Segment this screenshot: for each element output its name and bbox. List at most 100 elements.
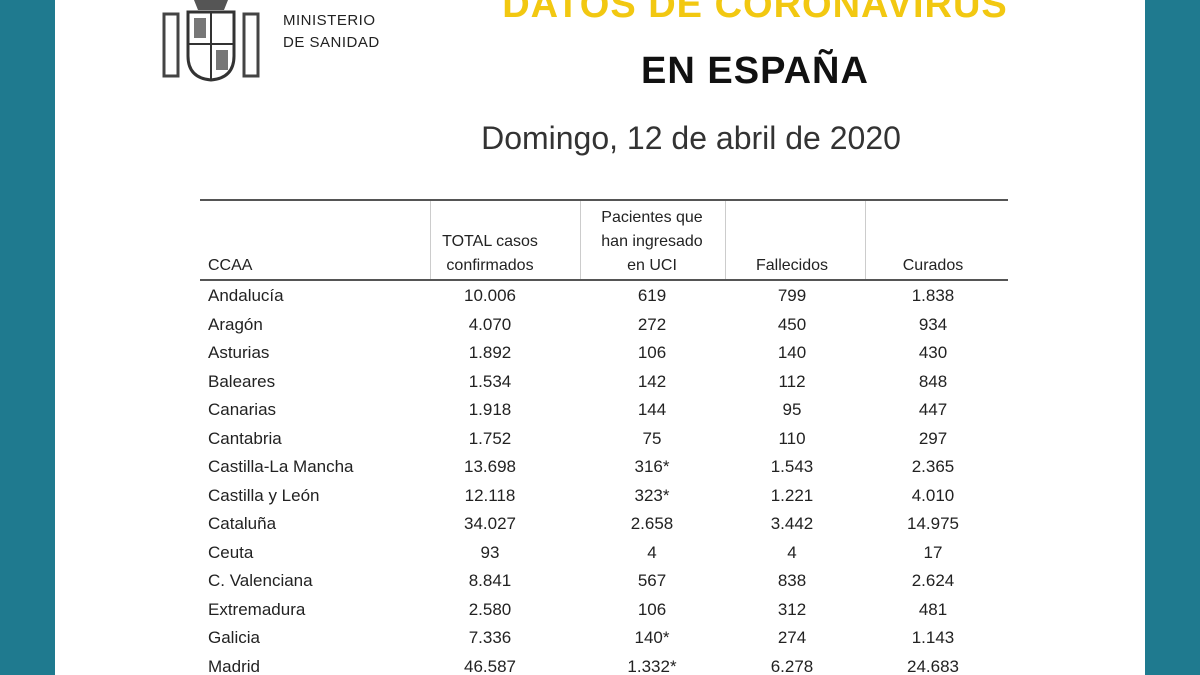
region-name: Andalucía — [208, 286, 284, 305]
table-top-rule — [200, 199, 1008, 201]
table-cell: 1.332* — [627, 656, 677, 675]
header-line: confirmados — [446, 257, 534, 274]
table-cell: 272 — [637, 314, 667, 334]
table-cell: 274 — [777, 628, 807, 647]
table-cell: 2.365 — [911, 457, 955, 476]
region-name: C. Valenciana — [208, 571, 313, 590]
table-cell: 1.543 — [770, 457, 814, 476]
region-name: Madrid — [208, 656, 260, 675]
table-cell: 112 — [778, 371, 806, 391]
table-cell: 34.027 — [464, 514, 516, 533]
header-cell: CCAA — [208, 254, 252, 278]
region-name: Canarias — [208, 400, 277, 419]
table-cell: 17 — [923, 542, 943, 562]
ministry-line: MINISTERIO — [283, 12, 376, 29]
crown — [194, 0, 228, 10]
sheet — [55, 0, 1145, 675]
table-cell: 1.918 — [468, 400, 512, 419]
table-cell: 142 — [637, 371, 667, 391]
region-name: Asturias — [208, 343, 270, 362]
table-cell: 848 — [918, 371, 948, 391]
table-cell: 3.442 — [770, 514, 814, 533]
table-cell: 838 — [777, 571, 807, 590]
table-cell: 619 — [637, 286, 667, 305]
header-cell: TOTAL casos confirmados — [400, 230, 580, 278]
table-cell: 140* — [634, 628, 670, 647]
table-cell: 4.010 — [911, 485, 955, 505]
header-line: Curados — [902, 257, 964, 274]
table-cell: 6.278 — [770, 656, 814, 675]
table-cell: 450 — [777, 314, 807, 334]
table-cell: 1.534 — [468, 371, 512, 391]
table-cell: 2.580 — [468, 599, 512, 619]
table-cell: 24.683 — [907, 656, 959, 675]
table-cell: 75 — [642, 428, 662, 448]
ministry-line: DE SANIDAD — [283, 34, 380, 51]
table-cell: 799 — [777, 286, 807, 305]
table-cell: 430 — [918, 343, 948, 362]
region-name: Ceuta — [208, 542, 254, 562]
table-cell: 7.336 — [468, 628, 512, 647]
region-name: Castilla-La Mancha — [208, 457, 354, 476]
table-cell: 140 — [777, 343, 807, 362]
region-name: Extremadura — [208, 599, 306, 619]
header-line: en UCI — [627, 257, 677, 274]
table-cell: 4 — [787, 542, 797, 562]
header-line: CCAA — [208, 257, 253, 274]
table-cell: 1.752 — [468, 428, 512, 448]
region-name: Castilla y León — [208, 485, 320, 505]
ministry-name: MINISTERIO DE SANIDAD — [283, 10, 380, 54]
title: DATOS DE CORONAVIRUS — [502, 0, 1008, 26]
table-cell: 312 — [777, 599, 807, 619]
table-cell: 1.838 — [911, 286, 955, 305]
pillar — [242, 12, 260, 78]
header-line: Pacientes que — [601, 209, 703, 226]
table-cell: 297 — [918, 428, 948, 448]
header-rule — [200, 279, 1008, 281]
column-separator — [865, 201, 866, 279]
coat-of-arms — [162, 0, 260, 82]
header-line: Fallecidos — [755, 257, 829, 274]
table-cell: 2.658 — [630, 514, 674, 533]
region-name: Cantabria — [208, 428, 282, 448]
table-cell: 93 — [480, 542, 500, 562]
header-cell: Pacientes que han ingresado en UCI — [562, 206, 742, 278]
table-cell: 12.118 — [464, 485, 516, 505]
table-cell: 106 — [637, 343, 667, 362]
column-separator — [580, 201, 581, 279]
table-cell: 4.070 — [468, 314, 512, 334]
header-line: han ingresado — [601, 233, 703, 250]
table-cell: 567 — [637, 571, 667, 590]
table-cell: 316* — [634, 457, 670, 476]
table-cell: 14.975 — [907, 514, 959, 533]
table-cell: 1.892 — [468, 343, 512, 362]
table-cell: 10.006 — [464, 286, 516, 305]
table-cell: 934 — [918, 314, 948, 334]
table-cell: 106 — [637, 599, 667, 619]
table-cell: 46.587 — [464, 656, 516, 675]
table-cell: 95 — [782, 400, 802, 419]
table-cell: 144 — [637, 400, 667, 419]
region-name: Galicia — [208, 628, 260, 647]
table-cell: 4 — [647, 542, 657, 562]
header-cell: Fallecidos — [702, 254, 882, 278]
table-cell: 323* — [634, 485, 670, 505]
table-cell: 1.143 — [911, 628, 955, 647]
header-cell: Curados — [843, 254, 1023, 278]
table-cell: 481 — [918, 599, 948, 619]
table-cell: 447 — [918, 400, 948, 419]
table-cell: 1.221 — [770, 485, 814, 505]
header-line: TOTAL casos — [442, 233, 538, 250]
subtitle: Domingo, 12 de abril de 2020 — [481, 120, 901, 156]
table-cell: 13.698 — [464, 457, 516, 476]
table-cell: 110 — [778, 428, 806, 448]
pillar — [162, 12, 180, 78]
region-name: Baleares — [208, 371, 276, 391]
table-cell: 8.841 — [468, 571, 512, 590]
quarter — [216, 50, 228, 70]
column-separator — [725, 201, 726, 279]
column-separator — [430, 201, 431, 279]
table-cell: 2.624 — [911, 571, 955, 590]
region-name: Cataluña — [208, 514, 277, 533]
